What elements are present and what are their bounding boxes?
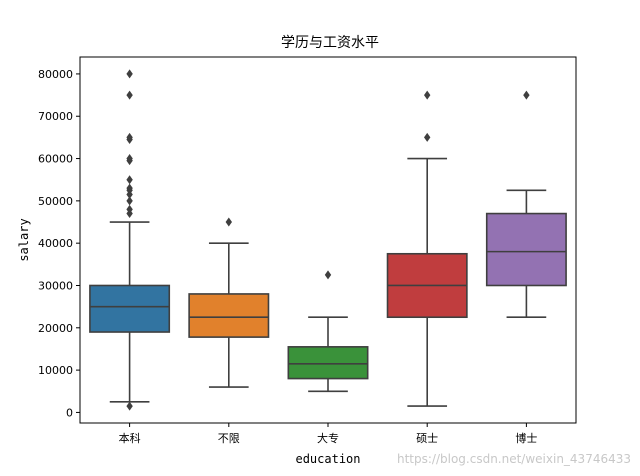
outlier-0-6	[126, 183, 133, 193]
outlier-4-0	[523, 90, 530, 100]
x-tick-label-4: 博士	[515, 432, 537, 445]
box-1	[188, 217, 270, 388]
x-axis-label: education	[295, 452, 360, 466]
outlier-0-13	[126, 69, 133, 79]
outlier-3-0	[424, 132, 431, 142]
y-tick-label-3: 30000	[38, 279, 73, 292]
x-axis: 本科 不限 大专 硕士 博士	[119, 423, 537, 445]
outlier-0-7	[126, 175, 133, 185]
box-iqr-0	[89, 284, 171, 333]
box-0	[89, 69, 171, 411]
box-4	[485, 90, 567, 319]
outlier-0-9	[126, 154, 133, 164]
y-tick-label-0: 0	[66, 406, 73, 419]
x-tick-label-0: 本科	[119, 431, 141, 445]
outlier-3-1	[424, 90, 431, 100]
y-tick-label-1: 10000	[38, 364, 73, 377]
y-tick-label-4: 40000	[38, 237, 73, 250]
box-iqr-2	[287, 346, 369, 380]
y-axis-label: salary	[17, 218, 31, 261]
outlier-1-0	[225, 217, 232, 227]
x-tick-label-2: 大专	[317, 431, 339, 445]
x-tick-label-1: 不限	[218, 432, 240, 445]
chart-title: 学历与工资水平	[281, 35, 379, 51]
y-tick-label-2: 20000	[38, 322, 73, 335]
outlier-2-0	[324, 270, 332, 280]
y-axis: 0 10000 20000 30000 40000 50000 60000 70000 8000…	[38, 68, 80, 419]
watermark-text: https://blog.csdn.net/weixin_43746433	[397, 452, 631, 466]
y-tick-label-5: 50000	[38, 195, 73, 208]
boxes-group	[89, 69, 567, 411]
box-2	[287, 270, 369, 393]
y-tick-label-6: 60000	[38, 153, 73, 166]
outlier-0-2	[126, 204, 133, 214]
box-3	[386, 90, 468, 407]
box-iqr-1	[188, 293, 270, 338]
y-tick-label-7: 70000	[38, 110, 73, 123]
box-iqr-4	[485, 212, 567, 287]
outlier-0-0	[126, 401, 133, 411]
y-tick-label-8: 80000	[38, 68, 73, 81]
outlier-0-11	[126, 132, 133, 142]
x-tick-label-3: 硕士	[416, 432, 438, 445]
outlier-0-12	[126, 90, 133, 100]
outlier-0-3	[126, 196, 133, 206]
